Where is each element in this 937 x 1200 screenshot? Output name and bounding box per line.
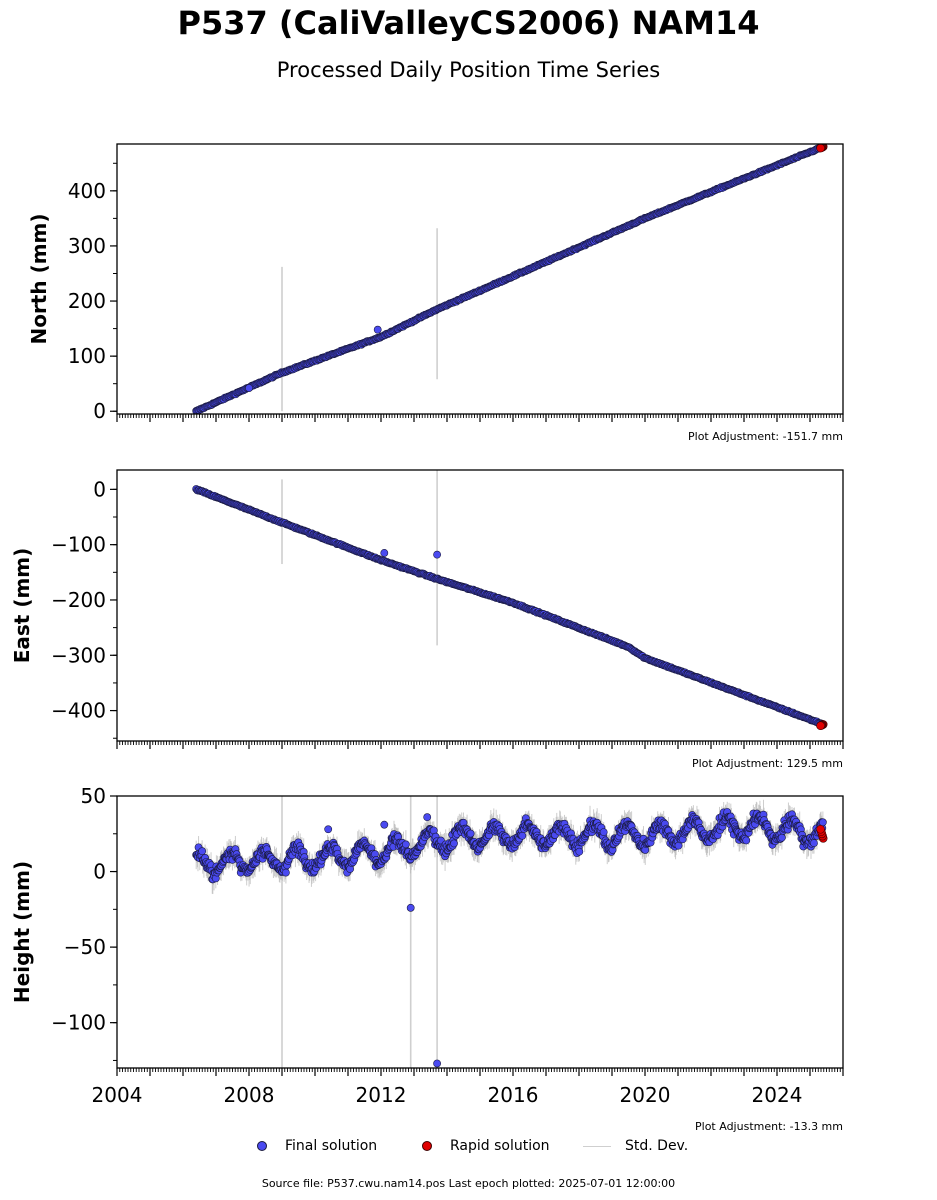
final-solution-point <box>245 384 253 393</box>
final-solution-marker-icon <box>257 1141 267 1151</box>
y-tick-label: 0 <box>93 860 106 884</box>
y-tick-label: −100 <box>51 1011 106 1035</box>
final-solution-point <box>450 839 458 848</box>
panel-1: 0 100 200 300 400 North (mm) Plot Adjustment: … <box>27 143 844 443</box>
rapid-solution-point <box>816 721 825 731</box>
final-solution-point <box>777 833 786 842</box>
source-footer: Source file: P537.cwu.nam14.pos Last epo… <box>261 1177 676 1190</box>
legend-std: Std. Dev. <box>583 1138 688 1154</box>
plot-area <box>192 470 828 731</box>
final-solution-point <box>423 813 432 822</box>
panel-2: 0 −100 −200 −300 −400 East (mm) Plot Adjustmen… <box>10 469 844 770</box>
final-solution-point <box>373 325 382 334</box>
final-solution-point <box>198 847 207 856</box>
final-solution-point <box>599 828 608 837</box>
y-tick-label: 300 <box>68 234 106 258</box>
y-tick-label: 0 <box>93 477 106 501</box>
plot-adjustment-label: Plot Adjustment: -13.3 mm <box>695 1120 843 1133</box>
final-solution-point <box>810 839 818 848</box>
y-tick-label: −50 <box>64 935 106 959</box>
y-axis-label: Height (mm) <box>10 861 34 1003</box>
final-solution-point <box>818 818 827 827</box>
y-tick-label: 400 <box>68 179 106 203</box>
legend-std-label: Std. Dev. <box>625 1138 689 1154</box>
rapid-solution-marker-icon <box>422 1141 432 1151</box>
x-tick-label: 2004 <box>92 1083 143 1107</box>
x-tick-label: 2020 <box>620 1083 671 1107</box>
legend-rapid-label: Rapid solution <box>450 1138 550 1154</box>
final-solution-point <box>575 847 584 856</box>
x-tick-label: 2024 <box>752 1083 803 1107</box>
y-axis-label: North (mm) <box>27 213 51 344</box>
y-tick-label: −100 <box>51 533 106 557</box>
final-solution-point <box>433 1059 441 1068</box>
x-tick-label: 2012 <box>356 1083 407 1107</box>
y-tick-label: −400 <box>51 699 106 723</box>
y-tick-label: 200 <box>68 289 106 313</box>
y-tick-label: 0 <box>93 399 106 423</box>
chart-subtitle: Processed Daily Position Time Series <box>276 58 661 82</box>
rapid-solution-point <box>816 824 825 834</box>
final-solution-point <box>433 550 441 559</box>
panel-frame <box>116 469 844 742</box>
y-tick-label: −200 <box>51 588 106 612</box>
final-solution-point <box>742 836 751 845</box>
y-tick-label: 50 <box>81 784 106 808</box>
rapid-solution-point <box>816 144 825 153</box>
y-tick-label: 100 <box>68 344 106 368</box>
plot-adjustment-label: Plot Adjustment: 129.5 mm <box>692 757 843 770</box>
chart-title: P537 (CaliValleyCS2006) NAM14 <box>177 4 760 42</box>
panel-3: 50 0 −50 −100 2004 2008 2012 2016 2020 2024 Height… <box>10 784 844 1133</box>
x-tick-label: 2008 <box>224 1083 275 1107</box>
y-axis-label: East (mm) <box>10 548 34 664</box>
final-solution-point <box>401 840 410 849</box>
final-solution-point <box>406 903 415 912</box>
x-tick-label: 2016 <box>488 1083 539 1107</box>
final-solution-point <box>324 825 333 834</box>
plot-adjustment-label: Plot Adjustment: -151.7 mm <box>688 430 843 443</box>
legend-rapid: Rapid solution <box>422 1138 550 1154</box>
legend-final-label: Final solution <box>285 1138 378 1154</box>
final-solution-point <box>380 820 389 829</box>
plot-area <box>192 796 828 1068</box>
legend-final: Final solution <box>257 1138 377 1154</box>
final-solution-point <box>466 829 475 838</box>
plot-area <box>192 144 828 414</box>
final-solution-point <box>380 549 389 557</box>
y-tick-label: −300 <box>51 643 106 667</box>
legend: Final solution Rapid solution Std. Dev. <box>0 1138 937 1158</box>
final-solution-point <box>518 831 527 840</box>
std-dev-line-icon <box>583 1145 611 1147</box>
final-solution-point <box>281 868 290 877</box>
